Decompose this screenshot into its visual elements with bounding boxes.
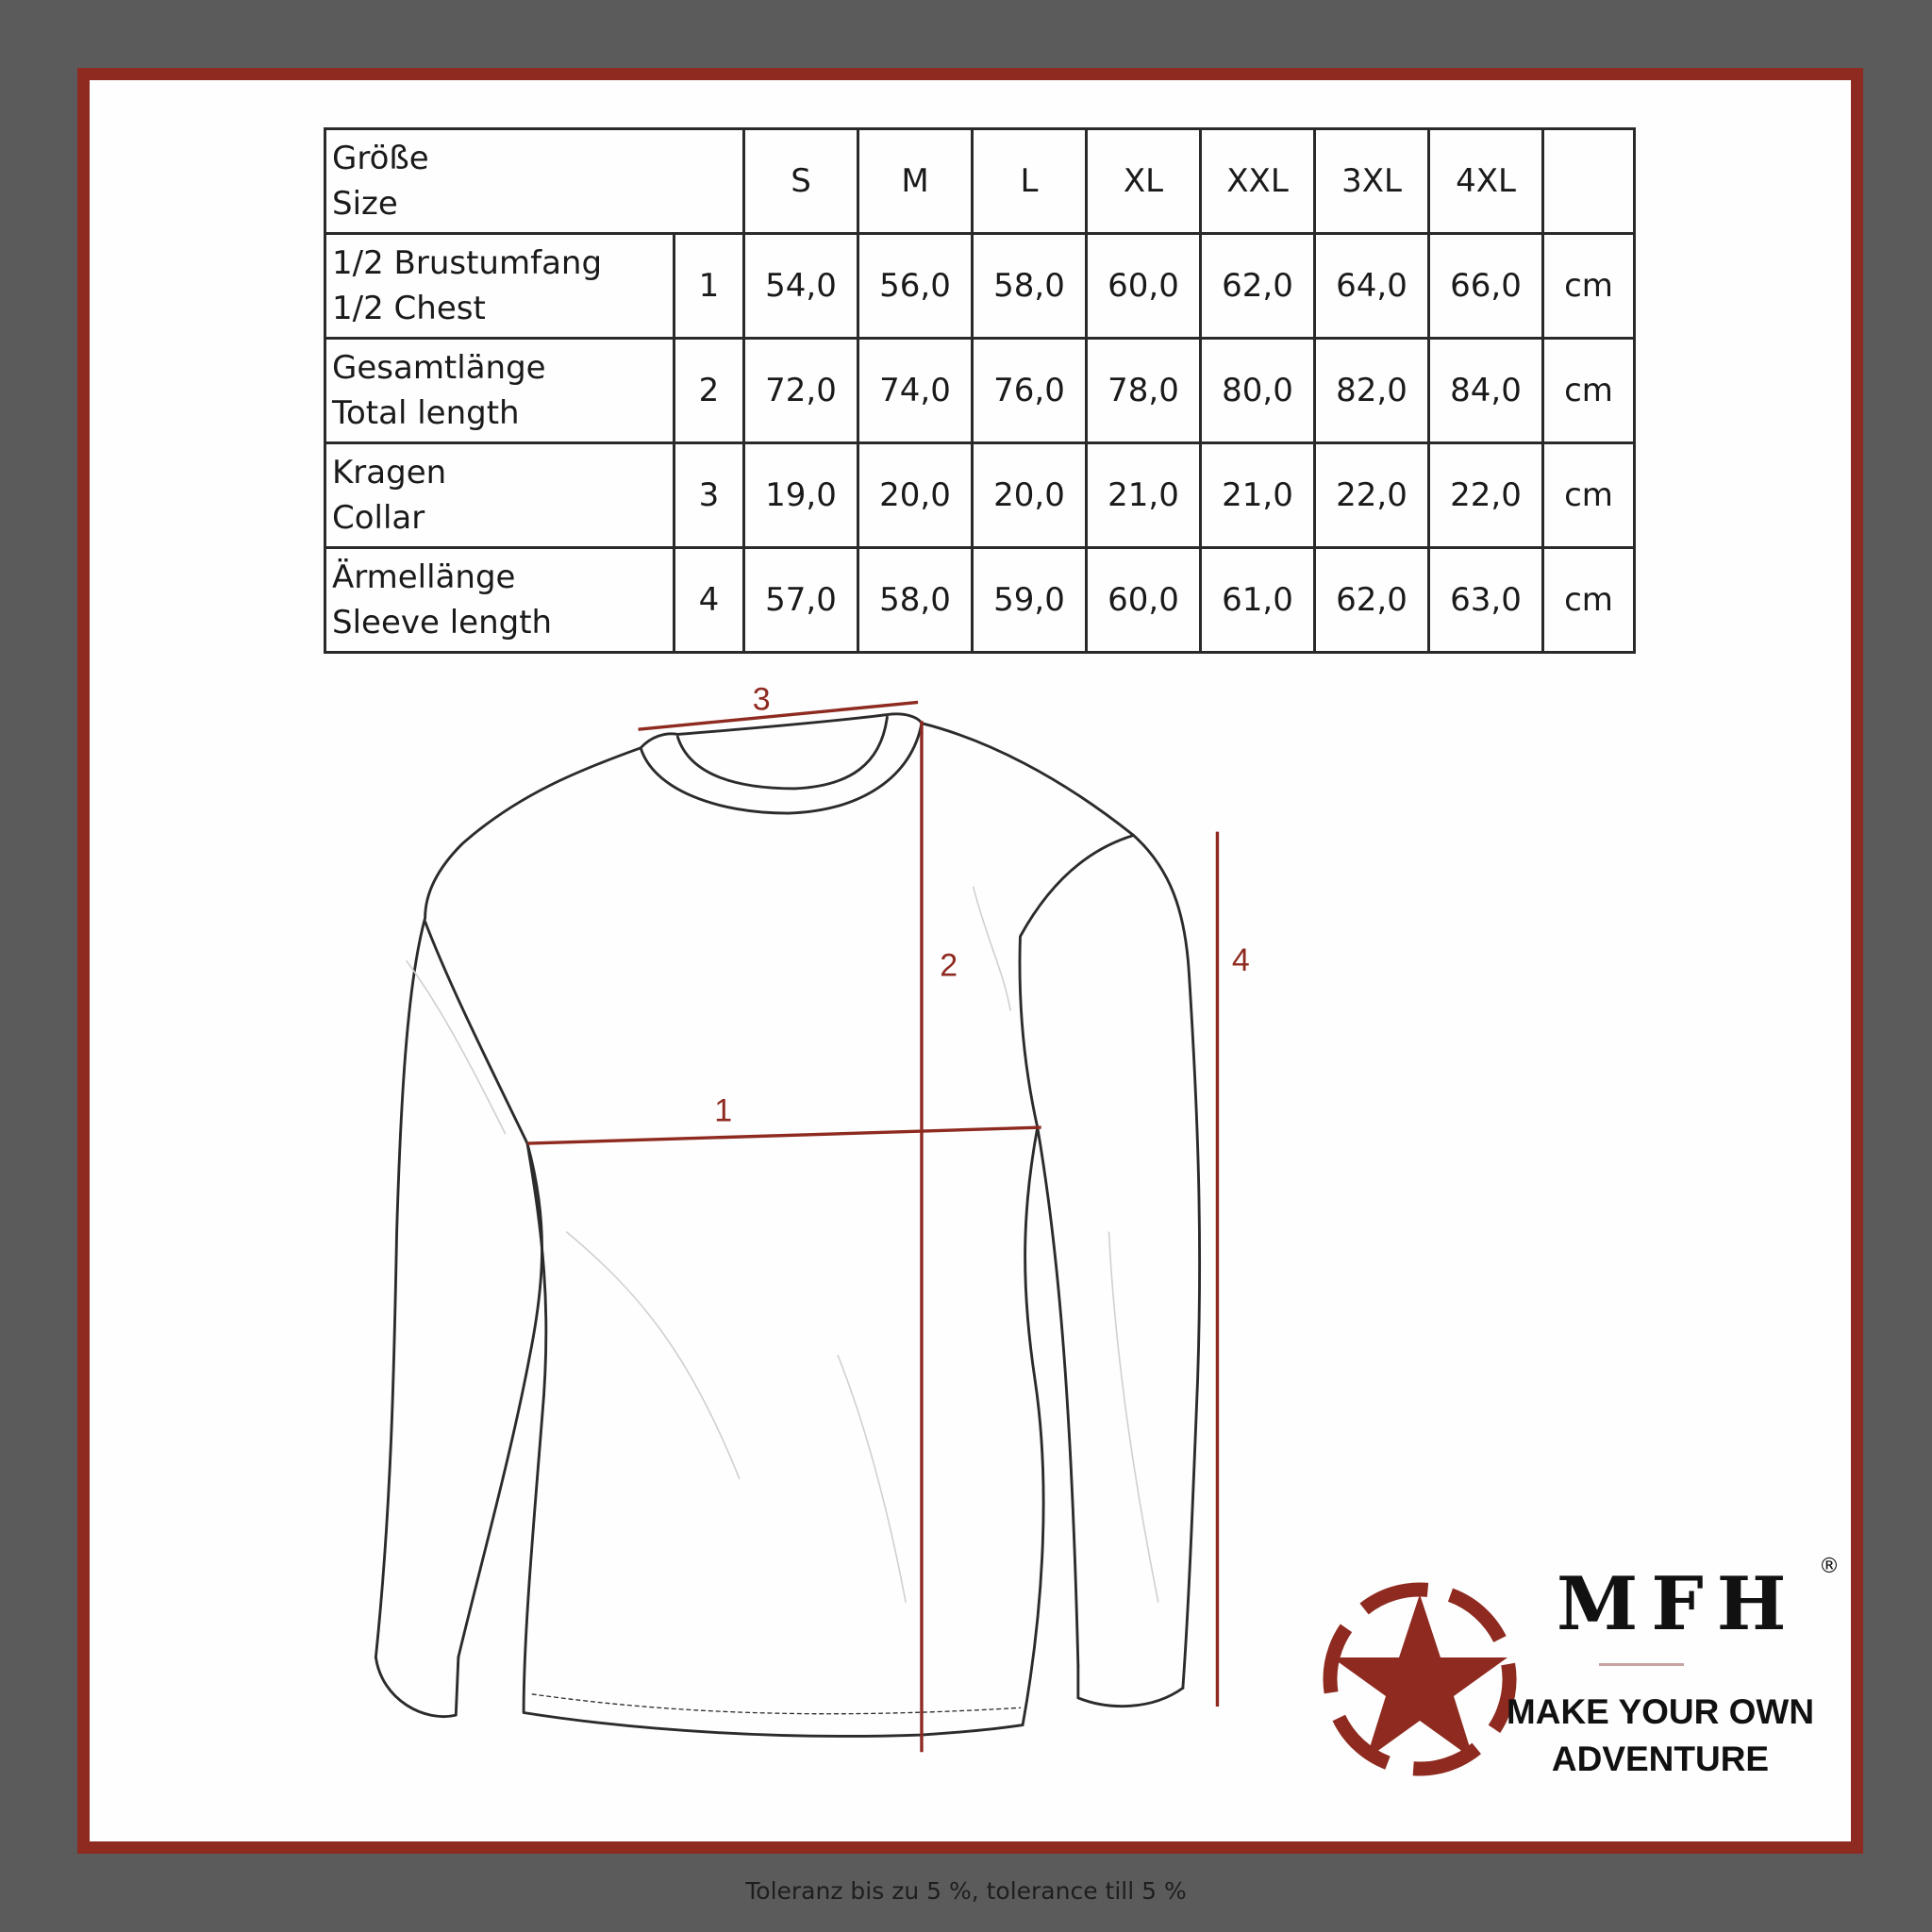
row-label-de: 1/2 Brustumfang — [332, 244, 603, 282]
star-icon — [1323, 1582, 1517, 1776]
collar-measure-line — [638, 700, 919, 731]
cell: 84,0 — [1427, 337, 1544, 444]
size-label-en: Size — [332, 185, 398, 223]
cell: 72,0 — [742, 337, 859, 444]
cell: 22,0 — [1427, 441, 1544, 549]
size-l: L — [971, 127, 1088, 235]
cell: 60,0 — [1085, 546, 1202, 654]
logo-divider — [1599, 1663, 1684, 1666]
size-table: Größe Size S M L XL XXL 3XL 4XL 1/2 Brust… — [324, 127, 1636, 654]
table-row: Gesamtlänge Total length 2 72,0 74,0 76,0… — [324, 337, 1636, 444]
cell: 64,0 — [1313, 232, 1430, 340]
row-number: 2 — [673, 337, 745, 444]
cell: 74,0 — [857, 337, 974, 444]
row-label-en: Collar — [332, 499, 425, 537]
marker-collar: 3 — [753, 681, 771, 717]
row-label: Kragen Collar — [324, 441, 675, 549]
row-label: 1/2 Brustumfang 1/2 Chest — [324, 232, 675, 340]
row-label: Ärmellänge Sleeve length — [324, 546, 675, 654]
cell: 19,0 — [742, 441, 859, 549]
size-xl: XL — [1085, 127, 1202, 235]
cell: 58,0 — [971, 232, 1088, 340]
cell: 82,0 — [1313, 337, 1430, 444]
shirt-outline — [374, 712, 1202, 1738]
brand-name: MFH — [1557, 1561, 1800, 1647]
row-label-de: Ärmellänge — [332, 558, 516, 596]
tagline-line-2: ADVENTURE — [1551, 1740, 1770, 1778]
cell: 61,0 — [1199, 546, 1316, 654]
chest-measure-line — [526, 1125, 1041, 1145]
size-m: M — [857, 127, 974, 235]
tagline-line-1: MAKE YOUR OWN — [1506, 1692, 1815, 1731]
unit: cm — [1541, 441, 1636, 549]
size-s: S — [742, 127, 859, 235]
row-label-de: Gesamtlänge — [332, 349, 546, 387]
mfh-logo: MFH ® MAKE YOUR OWN ADVENTURE — [1302, 1547, 1849, 1792]
cell: 60,0 — [1085, 232, 1202, 340]
cell: 57,0 — [742, 546, 859, 654]
unit: cm — [1541, 337, 1636, 444]
table-row: Kragen Collar 3 19,0 20,0 20,0 21,0 21,0 … — [324, 441, 1636, 549]
cell: 78,0 — [1085, 337, 1202, 444]
size-4xl: 4XL — [1427, 127, 1544, 235]
registered-mark: ® — [1819, 1555, 1840, 1578]
size-xxl: XXL — [1199, 127, 1316, 235]
cell: 62,0 — [1313, 546, 1430, 654]
unit: cm — [1541, 546, 1636, 654]
cell: 59,0 — [971, 546, 1088, 654]
size-header-cell: Größe Size — [324, 127, 745, 235]
cell: 62,0 — [1199, 232, 1316, 340]
cell: 63,0 — [1427, 546, 1544, 654]
cell: 76,0 — [971, 337, 1088, 444]
cell: 20,0 — [857, 441, 974, 549]
cell: 80,0 — [1199, 337, 1316, 444]
marker-chest: 1 — [714, 1093, 732, 1129]
size-3xl: 3XL — [1313, 127, 1430, 235]
cell: 21,0 — [1085, 441, 1202, 549]
row-label-en: 1/2 Chest — [332, 290, 486, 327]
tagline: MAKE YOUR OWN ADVENTURE — [1491, 1689, 1830, 1783]
cell: 66,0 — [1427, 232, 1544, 340]
row-label-de: Kragen — [332, 454, 447, 491]
size-label-de: Größe — [332, 140, 429, 177]
unit-header-cell — [1541, 127, 1636, 235]
cell: 21,0 — [1199, 441, 1316, 549]
unit: cm — [1541, 232, 1636, 340]
row-label: Gesamtlänge Total length — [324, 337, 675, 444]
cell: 58,0 — [857, 546, 974, 654]
cell: 20,0 — [971, 441, 1088, 549]
measure-lines — [526, 700, 1220, 1753]
marker-length: 2 — [940, 947, 958, 983]
row-number: 1 — [673, 232, 745, 340]
table-row: 1/2 Brustumfang 1/2 Chest 1 54,0 56,0 58,… — [324, 232, 1636, 340]
table-header-row: Größe Size S M L XL XXL 3XL 4XL — [324, 127, 1636, 235]
row-label-en: Sleeve length — [332, 604, 553, 641]
cell: 56,0 — [857, 232, 974, 340]
row-label-en: Total length — [332, 394, 520, 432]
row-number: 4 — [673, 546, 745, 654]
tolerance-note: Toleranz bis zu 5 %, tolerance till 5 % — [745, 1877, 1187, 1905]
cell: 22,0 — [1313, 441, 1430, 549]
marker-sleeve: 4 — [1232, 942, 1250, 978]
table-row: Ärmellänge Sleeve length 4 57,0 58,0 59,0… — [324, 546, 1636, 654]
row-number: 3 — [673, 441, 745, 549]
cell: 54,0 — [742, 232, 859, 340]
